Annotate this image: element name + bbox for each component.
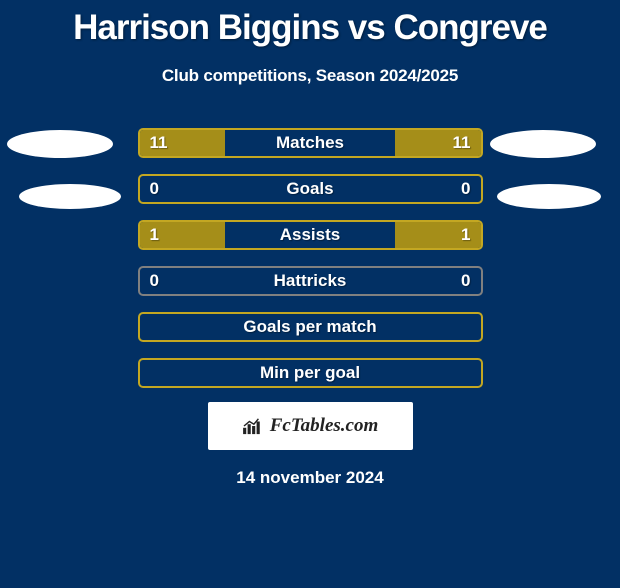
stat-row: Goals per match [138,312,483,342]
stat-row: Goals 0 0 [138,174,483,204]
stat-label: Matches [276,133,344,153]
stat-label: Min per goal [260,363,360,383]
stat-value-right: 11 [453,133,471,153]
stat-value-right: 1 [461,225,470,245]
chart-icon [242,417,264,435]
stat-label: Goals [286,179,333,199]
stat-label: Hattricks [274,271,347,291]
stat-row: Assists 1 1 [138,220,483,250]
stat-label: Assists [280,225,340,245]
stat-row: Min per goal [138,358,483,388]
stats-container: Matches1111Goals00Assists11Hattricks00Go… [0,128,620,388]
stat-value-left: 0 [150,271,159,291]
stat-value-right: 0 [461,271,470,291]
decor-ellipse [7,130,113,158]
page-subtitle: Club competitions, Season 2024/2025 [0,66,620,86]
decor-ellipse [497,184,601,209]
stat-row: Matches 11 11 [138,128,483,158]
stat-row: Hattricks 0 0 [138,266,483,296]
stat-value-left: 0 [150,179,159,199]
stat-value-right: 0 [461,179,470,199]
page-date: 14 november 2024 [0,468,620,488]
decor-ellipse [490,130,596,158]
stat-value-left: 1 [150,225,159,245]
stat-value-left: 11 [150,133,168,153]
watermark-text: FcTables.com [270,415,379,437]
decor-ellipse [19,184,121,209]
watermark-badge: FcTables.com [208,402,413,450]
page-title: Harrison Biggins vs Congreve [0,8,620,48]
stat-label: Goals per match [243,317,376,337]
